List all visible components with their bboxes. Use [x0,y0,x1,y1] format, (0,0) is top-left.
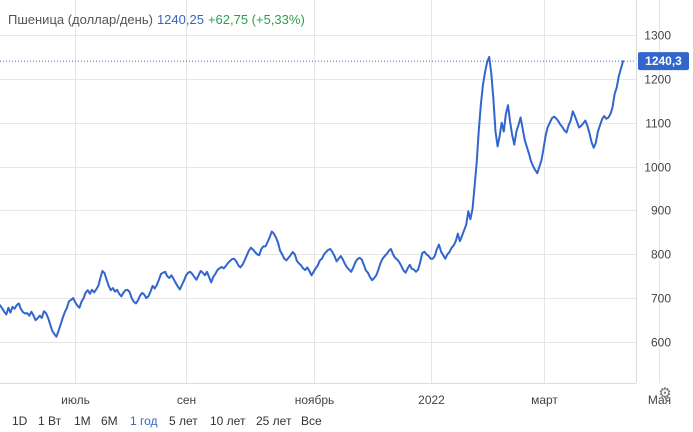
last-price-tag [638,52,689,71]
x-tick-label: июль [61,393,90,407]
range-button[interactable]: 1M [74,414,91,428]
current-price: 1240,25 [156,12,204,27]
range-button[interactable]: 1D [12,414,28,428]
range-button[interactable]: 5 лет [169,414,198,428]
x-tick-label: ноябрь [295,393,335,407]
x-tick-label: сен [177,393,196,407]
grid-layer [0,0,660,384]
x-tick-label: Мая [648,393,671,407]
y-tick-label: 900 [651,204,671,218]
label-layer: 1240,3 [638,52,689,71]
range-button[interactable]: 10 лет [210,414,246,428]
y-tick-label: 1200 [644,73,671,87]
instrument-name: Пшеница (доллар/день) [8,12,153,27]
range-button[interactable]: 1 Вт [38,414,62,428]
range-button[interactable]: 1 год [130,414,158,428]
gear-icon[interactable]: ⚙ [658,385,672,402]
price-line [0,55,624,338]
line-layer [0,55,636,338]
y-tick-label: 600 [651,336,671,350]
x-tick-label: март [531,393,558,407]
price-change: +62,75 (+5,33%) [207,12,305,27]
range-button[interactable]: Все [301,414,322,428]
last-price-label: 1240,3 [645,54,682,68]
y-tick-label: 1000 [644,161,671,175]
y-tick-label: 700 [651,292,671,306]
y-tick-label: 1300 [644,29,671,43]
x-tick-label: 2022 [418,393,445,407]
axis-layer: июль сен ноябрь 2022 март Мая 600 700 800 900 1000… [61,29,671,408]
range-button[interactable]: 6M [101,414,118,428]
y-tick-label: 800 [651,248,671,262]
y-tick-label: 1100 [645,117,671,131]
chart-header: Пшеница (доллар/день) 1240,25 +62,75 (+5,3… [8,12,305,27]
range-button[interactable]: 25 лет [256,414,292,428]
